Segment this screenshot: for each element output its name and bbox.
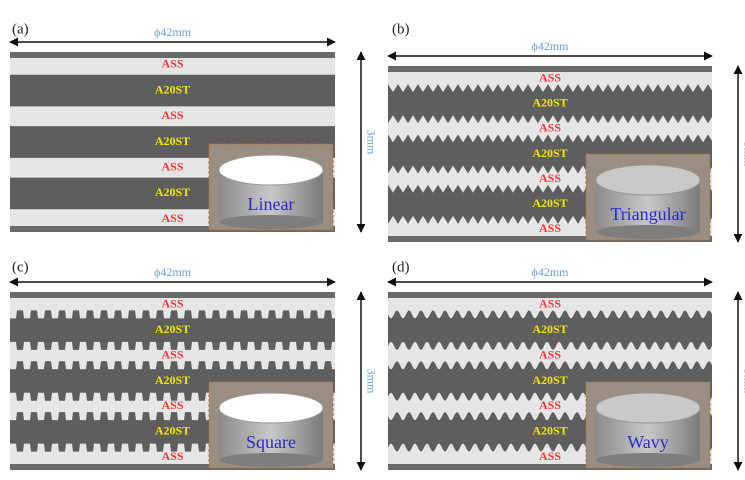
layer-label: ASS [539, 121, 561, 135]
layer-label: ASS [161, 449, 183, 463]
inset-label: Linear [248, 194, 295, 214]
layer-label: ASS [539, 171, 561, 185]
panel: (b) ASS A20ST ASS A20ST ASS A20ST ASS ϕ42mm 3mm Tr… [388, 21, 745, 242]
inset-label: Triangular [610, 204, 685, 224]
inset-label: Wavy [627, 432, 669, 452]
diameter-label: ϕ42mm [532, 265, 570, 279]
cylinder-bottom [219, 453, 323, 467]
layer-label: A20ST [155, 82, 190, 96]
cylinder-top [596, 393, 700, 423]
layer-label: ASS [539, 449, 561, 463]
layer-label: A20ST [532, 322, 567, 336]
panel-label: (c) [12, 259, 29, 275]
layer-label: ASS [161, 347, 183, 361]
layer-label: ASS [161, 296, 183, 310]
panel: (c) ASS A20ST ASS A20ST ASS A20ST ASS ϕ42mm 3mm Sq… [10, 259, 378, 470]
layer-label: A20ST [155, 185, 190, 199]
height-label: 3mm [741, 369, 745, 394]
layer-label: A20ST [155, 322, 190, 336]
layer-label: ASS [539, 70, 561, 84]
layer-label: ASS [539, 221, 561, 235]
cylinder-bottom [596, 453, 700, 467]
figure: (a) ASS A20ST ASS A20ST ASS A20ST ASS ϕ42mm 3mm Li… [0, 0, 745, 480]
layer-label: ASS [161, 398, 183, 412]
layer-label: ASS [539, 398, 561, 412]
cylinder-bottom [596, 225, 700, 239]
height-label: 3mm [741, 142, 745, 167]
diameter-label: ϕ42mm [154, 265, 192, 279]
layer-label: ASS [161, 108, 183, 122]
layer-label: A20ST [532, 373, 567, 387]
layer-label: A20ST [155, 373, 190, 387]
layer-label: ASS [161, 159, 183, 173]
layer-label: A20ST [155, 134, 190, 148]
diameter-label: ϕ42mm [532, 39, 570, 53]
panel-label: (b) [392, 21, 410, 37]
panel-label: (d) [392, 259, 410, 275]
layer-label: A20ST [532, 196, 567, 210]
cylinder-top [219, 393, 323, 423]
height-label: 3mm [364, 369, 378, 394]
layer-label: A20ST [155, 424, 190, 438]
layer-label: ASS [161, 57, 183, 71]
layer-label: ASS [161, 211, 183, 225]
panel: (d) ASS A20ST ASS A20ST ASS A20ST ASS ϕ42mm 3mm Wa… [388, 259, 745, 470]
cylinder-top [596, 165, 700, 195]
cylinder-top [219, 155, 323, 185]
panel: (a) ASS A20ST ASS A20ST ASS A20ST ASS ϕ42mm 3mm Li… [10, 21, 378, 232]
layer-label: ASS [539, 296, 561, 310]
panel-label: (a) [12, 21, 29, 37]
layer-label: ASS [539, 347, 561, 361]
height-label: 3mm [364, 130, 378, 155]
layer-label: A20ST [532, 95, 567, 109]
layer-label: A20ST [532, 146, 567, 160]
layer-label: A20ST [532, 424, 567, 438]
cylinder-bottom [219, 215, 323, 229]
inset-label: Square [246, 432, 296, 452]
diameter-label: ϕ42mm [154, 25, 192, 39]
